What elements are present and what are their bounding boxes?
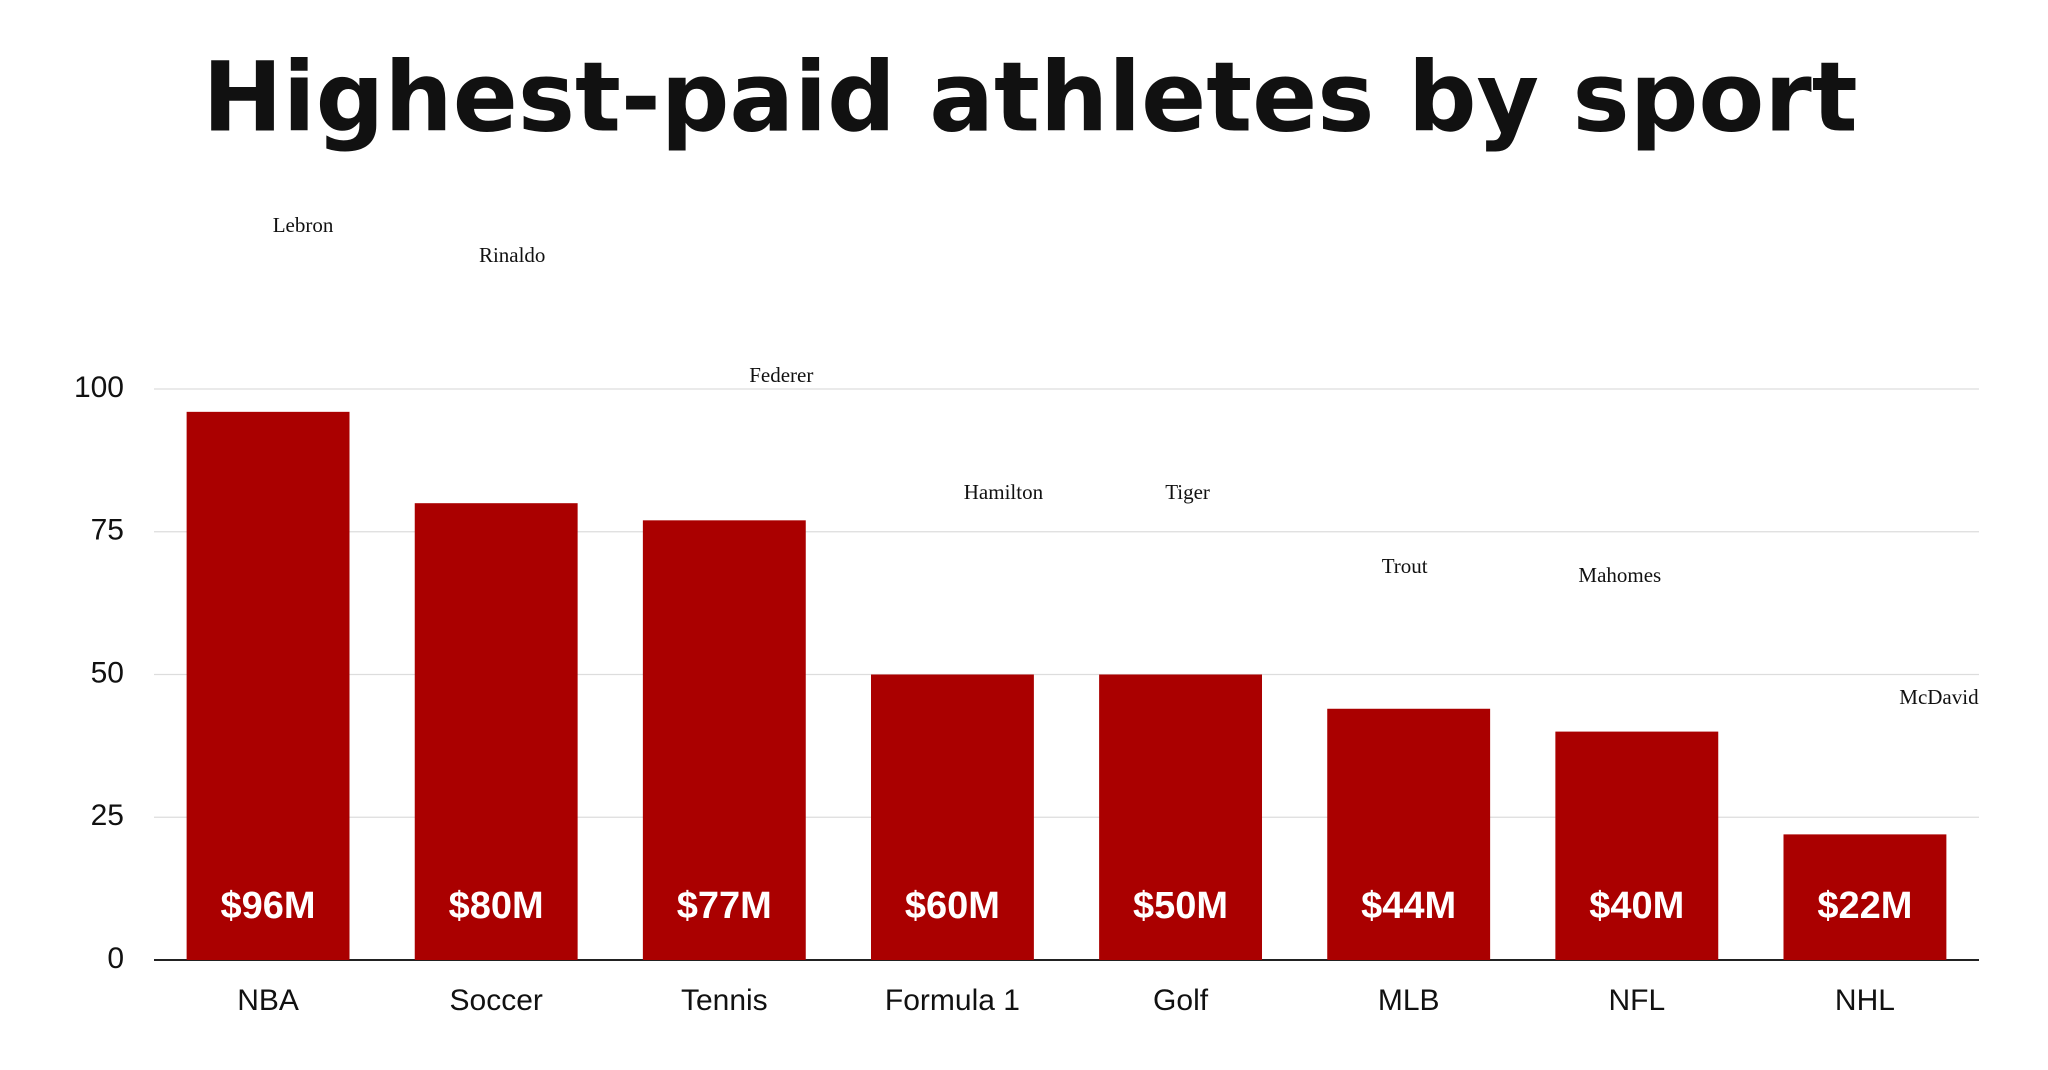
bar-label: $44M [1361,885,1456,927]
athlete-name: Mahomes [1578,563,1661,587]
y-tick-label: 75 [91,514,124,547]
athlete-name: Lebron [273,213,334,237]
x-tick-label: Soccer [450,984,543,1017]
bar [642,520,806,960]
bar-label: $80M [449,885,544,927]
bar [1327,708,1491,960]
bar [1099,674,1263,960]
bar [186,411,350,961]
bar [1783,834,1947,960]
athlete-name: Rinaldo [479,243,546,267]
x-tick-label: MLB [1378,984,1440,1017]
y-tick-label: 100 [74,371,124,404]
athlete-name: Hamilton [964,480,1044,504]
bar [414,503,578,960]
x-tick-label: Formula 1 [885,984,1020,1017]
bar-label: $22M [1817,885,1912,927]
bar [870,674,1034,960]
athlete-name: McDavid [1899,685,1979,709]
x-tick-label: NFL [1608,984,1665,1017]
athlete-name: Trout [1382,554,1428,578]
y-tick-label: 0 [107,942,124,975]
bar-label: $96M [221,885,316,927]
athlete-name: Federer [749,363,813,387]
chart-title: Highest-paid athletes by sport [202,41,1857,153]
x-tick-label: Golf [1153,984,1209,1017]
bar-label: $60M [905,885,1000,927]
y-tick-label: 50 [91,656,124,689]
bar [1555,731,1719,960]
bar-label: $50M [1133,885,1228,927]
x-tick-label: NBA [237,984,299,1017]
bar-label: $40M [1589,885,1684,927]
y-tick-label: 25 [91,799,124,832]
x-tick-label: Tennis [681,984,768,1017]
bar-label: $77M [677,885,772,927]
athlete-name: Tiger [1165,480,1210,504]
x-tick-label: NHL [1835,984,1895,1017]
